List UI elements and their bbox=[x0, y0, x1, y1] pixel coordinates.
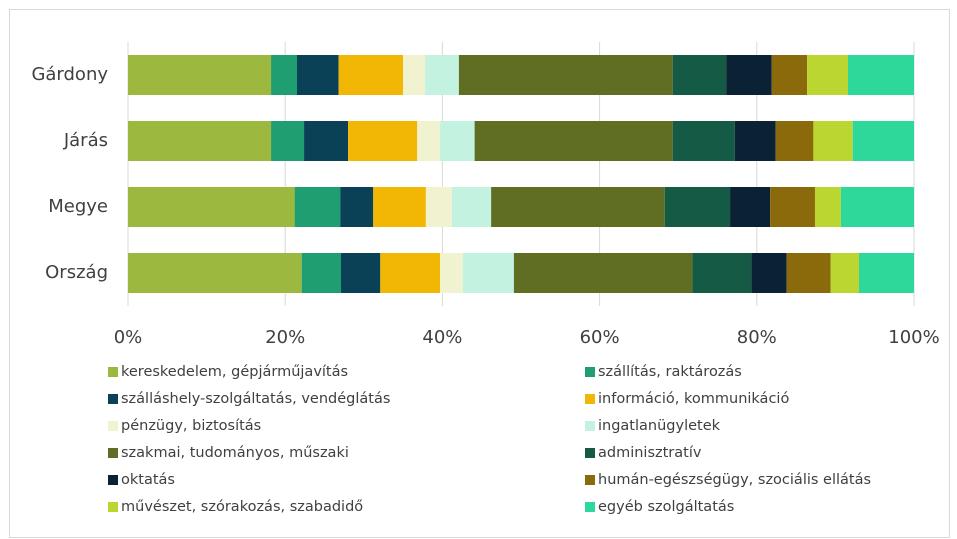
bar-segment bbox=[664, 187, 731, 227]
legend-label: kereskedelem, gépjárműjavítás bbox=[121, 364, 348, 380]
bar-segment bbox=[294, 187, 341, 227]
bar-segment bbox=[128, 253, 302, 293]
bar-segment bbox=[128, 121, 272, 161]
legend-label: szakmai, tudományos, műszaki bbox=[121, 445, 349, 461]
legend-label: egyéb szolgáltatás bbox=[598, 499, 734, 515]
legend-label: információ, kommunikáció bbox=[598, 391, 789, 407]
x-tick-label: 80% bbox=[737, 327, 777, 348]
legend-swatch bbox=[108, 448, 118, 458]
legend-label: szállítás, raktározás bbox=[598, 364, 742, 380]
bar-segment bbox=[840, 187, 914, 227]
legend-swatch bbox=[108, 475, 118, 485]
legend-label: pénzügy, biztosítás bbox=[121, 418, 261, 434]
legend-swatch bbox=[585, 475, 595, 485]
bar-segment bbox=[271, 55, 297, 95]
bar-segment bbox=[672, 121, 735, 161]
legend-label: művészet, szórakozás, szabadidő bbox=[121, 499, 363, 515]
bar-segment bbox=[380, 253, 441, 293]
bar-segment bbox=[301, 253, 342, 293]
bar-segment bbox=[813, 121, 853, 161]
bar-segment bbox=[338, 55, 404, 95]
bar-segment bbox=[858, 253, 914, 293]
legend-swatch bbox=[585, 394, 595, 404]
bar-segment bbox=[340, 187, 374, 227]
bar-segment bbox=[458, 55, 673, 95]
bar-segment bbox=[341, 253, 381, 293]
legend-swatch bbox=[108, 502, 118, 512]
x-tick-label: 20% bbox=[265, 327, 305, 348]
category-label: Gárdony bbox=[31, 64, 108, 85]
bar-segment bbox=[425, 55, 459, 95]
legend-label: oktatás bbox=[121, 472, 175, 488]
bar-segment bbox=[451, 187, 492, 227]
bar-segment bbox=[513, 253, 693, 293]
legend-label: humán-egészségügy, szociális ellátás bbox=[598, 472, 871, 488]
legend-swatch bbox=[585, 448, 595, 458]
bar-segment bbox=[128, 187, 295, 227]
legend-swatch bbox=[585, 421, 595, 431]
bar-segment bbox=[771, 55, 808, 95]
bar-segment bbox=[348, 121, 418, 161]
category-label: Járás bbox=[63, 130, 108, 151]
bar-segment bbox=[417, 121, 441, 161]
bar-segment bbox=[440, 121, 475, 161]
bar-segment bbox=[128, 55, 272, 95]
bar-segment bbox=[271, 121, 305, 161]
x-tick-label: 100% bbox=[888, 327, 939, 348]
legend-swatch bbox=[108, 394, 118, 404]
bar-segment bbox=[672, 55, 727, 95]
legend-label: szálláshely-szolgáltatás, vendéglátás bbox=[121, 391, 390, 407]
bar-segment bbox=[730, 187, 771, 227]
bar-segment bbox=[847, 55, 914, 95]
bar-segment bbox=[491, 187, 665, 227]
legend-swatch bbox=[585, 502, 595, 512]
bar-segment bbox=[807, 55, 848, 95]
bar-segment bbox=[373, 187, 426, 227]
legend-label: adminisztratív bbox=[598, 445, 702, 461]
category-label: Megye bbox=[48, 196, 108, 217]
bar-segment bbox=[474, 121, 673, 161]
bar-segment bbox=[425, 187, 452, 227]
x-tick-label: 0% bbox=[114, 327, 143, 348]
bar-segment bbox=[692, 253, 752, 293]
bar-segment bbox=[770, 187, 815, 227]
bar-segment bbox=[852, 121, 914, 161]
category-label: Ország bbox=[45, 262, 108, 283]
bar-segment bbox=[296, 55, 339, 95]
bar-segment bbox=[751, 253, 787, 293]
legend-swatch bbox=[108, 367, 118, 377]
legend-swatch bbox=[585, 367, 595, 377]
bar-segment bbox=[830, 253, 859, 293]
bar-segment bbox=[403, 55, 426, 95]
legend-swatch bbox=[108, 421, 118, 431]
x-tick-label: 40% bbox=[422, 327, 462, 348]
bar-segment bbox=[304, 121, 349, 161]
bar-segment bbox=[786, 253, 831, 293]
bar-segment bbox=[726, 55, 772, 95]
bar-segment bbox=[440, 253, 463, 293]
bar-segment bbox=[775, 121, 814, 161]
bar-segment bbox=[462, 253, 514, 293]
x-tick-label: 60% bbox=[580, 327, 620, 348]
bar-segment bbox=[734, 121, 776, 161]
legend-label: ingatlanügyletek bbox=[598, 418, 721, 434]
bar-segment bbox=[814, 187, 841, 227]
